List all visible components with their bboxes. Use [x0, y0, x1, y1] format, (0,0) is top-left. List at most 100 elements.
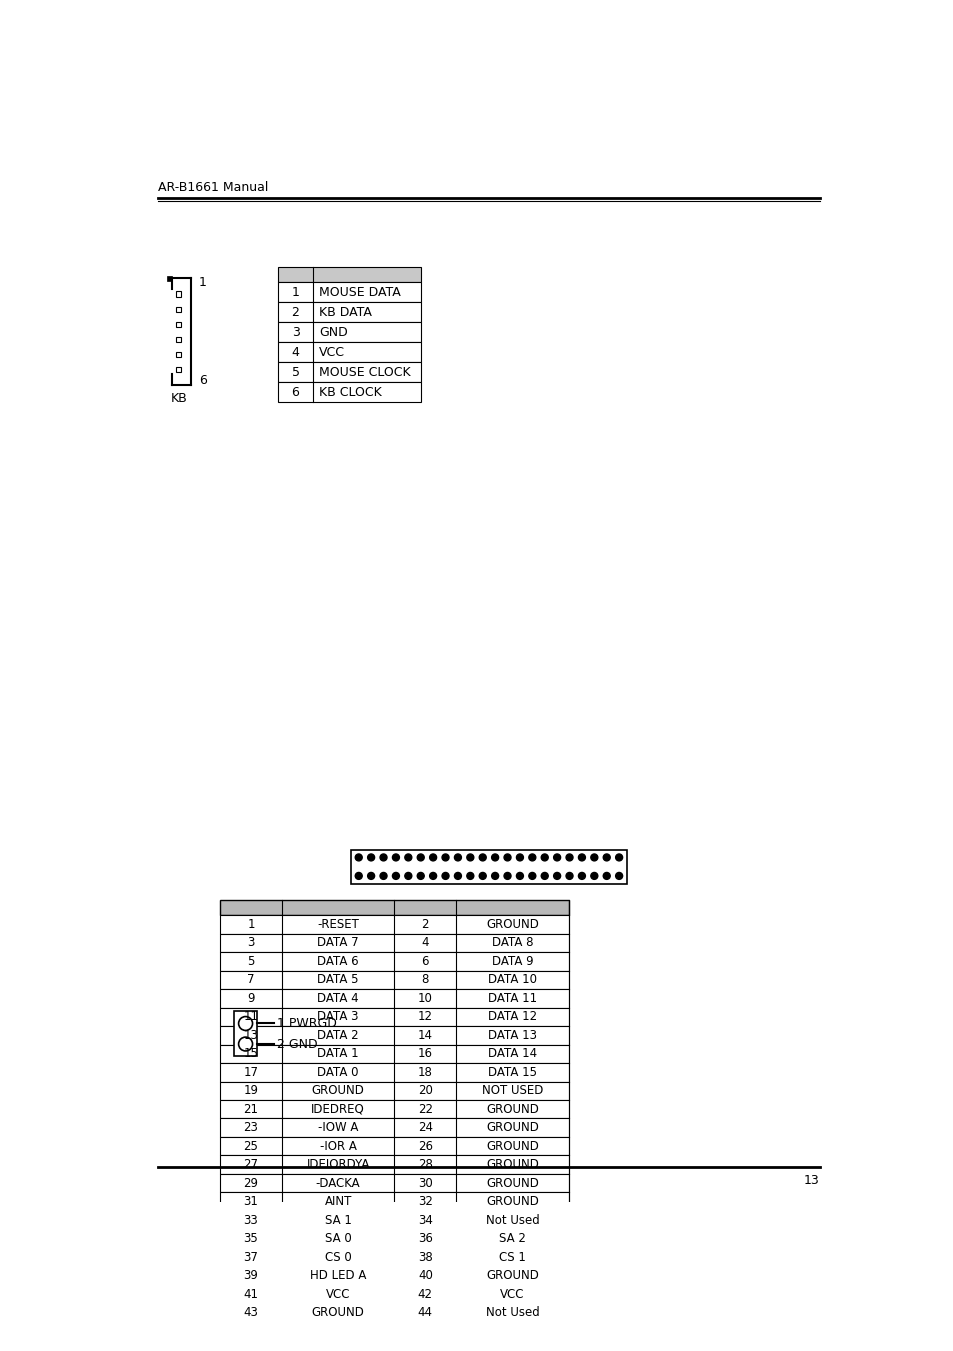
Circle shape: [602, 873, 610, 880]
Circle shape: [553, 854, 560, 861]
Text: GROUND: GROUND: [486, 1269, 538, 1282]
Circle shape: [540, 854, 548, 861]
Text: 43: 43: [243, 1306, 258, 1319]
Text: CS 0: CS 0: [324, 1251, 352, 1263]
Circle shape: [578, 854, 585, 861]
Text: 4: 4: [421, 936, 429, 950]
Circle shape: [516, 873, 523, 880]
Text: 2 GND: 2 GND: [276, 1038, 316, 1051]
Text: DATA 9: DATA 9: [491, 955, 533, 967]
Text: SA 2: SA 2: [498, 1232, 525, 1246]
Text: 15: 15: [243, 1047, 258, 1061]
Text: 27: 27: [243, 1158, 258, 1171]
Circle shape: [379, 873, 387, 880]
Circle shape: [516, 854, 523, 861]
Circle shape: [478, 873, 486, 880]
Bar: [278, 267, 421, 282]
Bar: [175, 322, 181, 327]
Text: Not Used: Not Used: [485, 1213, 538, 1227]
Text: 3: 3: [247, 936, 254, 950]
Text: KB: KB: [171, 392, 187, 405]
Circle shape: [392, 854, 399, 861]
Text: KB DATA: KB DATA: [319, 305, 372, 319]
Bar: [220, 1008, 568, 1025]
Bar: [167, 276, 172, 281]
Text: DATA 4: DATA 4: [317, 992, 358, 1005]
Text: 21: 21: [243, 1102, 258, 1116]
Text: DATA 0: DATA 0: [317, 1066, 358, 1078]
Text: 4: 4: [292, 346, 299, 359]
Text: 10: 10: [417, 992, 433, 1005]
Text: 30: 30: [417, 1177, 433, 1190]
Bar: [220, 1155, 568, 1174]
Text: 16: 16: [417, 1047, 433, 1061]
Circle shape: [615, 873, 622, 880]
Text: SA 0: SA 0: [324, 1232, 352, 1246]
Text: 41: 41: [243, 1288, 258, 1301]
Circle shape: [590, 854, 598, 861]
Circle shape: [454, 854, 461, 861]
Text: AINT: AINT: [324, 1196, 352, 1208]
Circle shape: [355, 873, 362, 880]
Bar: [220, 970, 568, 989]
Circle shape: [441, 873, 449, 880]
Text: GROUND: GROUND: [486, 1121, 538, 1135]
Circle shape: [478, 854, 486, 861]
Text: DATA 13: DATA 13: [488, 1029, 537, 1042]
Circle shape: [416, 873, 424, 880]
Text: DATA 12: DATA 12: [488, 1011, 537, 1023]
Text: DATA 14: DATA 14: [488, 1047, 537, 1061]
Bar: [278, 282, 421, 303]
Bar: [278, 382, 421, 403]
Bar: [278, 362, 421, 382]
Text: 1: 1: [292, 286, 299, 299]
Text: GROUND: GROUND: [486, 1158, 538, 1171]
Circle shape: [615, 854, 622, 861]
Bar: [175, 307, 181, 312]
Bar: [175, 367, 181, 373]
Text: 13: 13: [243, 1029, 258, 1042]
Text: DATA 11: DATA 11: [488, 992, 537, 1005]
Text: GROUND: GROUND: [312, 1306, 364, 1319]
Circle shape: [367, 854, 375, 861]
Text: VCC: VCC: [319, 346, 345, 359]
Bar: [220, 1266, 568, 1285]
Bar: [175, 351, 181, 357]
Text: 23: 23: [243, 1121, 258, 1135]
Text: GND: GND: [319, 326, 348, 339]
Text: Not Used: Not Used: [485, 1306, 538, 1319]
Bar: [233, 1012, 257, 1056]
Text: 34: 34: [417, 1213, 433, 1227]
Circle shape: [540, 873, 548, 880]
Text: IDEDREQ: IDEDREQ: [311, 1102, 365, 1116]
Text: 6: 6: [292, 386, 299, 399]
Text: 33: 33: [243, 1213, 258, 1227]
Text: 29: 29: [243, 1177, 258, 1190]
Bar: [278, 342, 421, 362]
Circle shape: [454, 873, 461, 880]
Circle shape: [367, 873, 375, 880]
Text: GROUND: GROUND: [486, 1140, 538, 1152]
Circle shape: [503, 873, 511, 880]
Bar: [220, 900, 568, 915]
Bar: [220, 1044, 568, 1063]
Text: DATA 10: DATA 10: [488, 973, 537, 986]
Text: IDEIORDYA: IDEIORDYA: [306, 1158, 370, 1171]
Circle shape: [379, 854, 387, 861]
Circle shape: [416, 854, 424, 861]
Text: 26: 26: [417, 1140, 433, 1152]
Text: MOUSE CLOCK: MOUSE CLOCK: [319, 366, 411, 378]
Text: 38: 38: [417, 1251, 433, 1263]
Text: GROUND: GROUND: [312, 1085, 364, 1097]
Text: 22: 22: [417, 1102, 433, 1116]
Text: DATA 3: DATA 3: [317, 1011, 358, 1023]
Text: 19: 19: [243, 1085, 258, 1097]
Text: 18: 18: [417, 1066, 433, 1078]
Text: CS 1: CS 1: [498, 1251, 525, 1263]
Bar: [220, 1304, 568, 1321]
Text: 2: 2: [292, 305, 299, 319]
Bar: [351, 850, 626, 884]
Text: 7: 7: [247, 973, 254, 986]
Bar: [220, 1229, 568, 1248]
Bar: [220, 1119, 568, 1138]
